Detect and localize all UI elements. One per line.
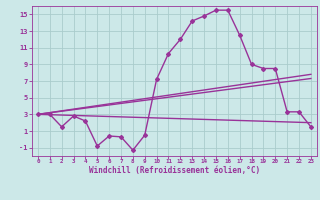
X-axis label: Windchill (Refroidissement éolien,°C): Windchill (Refroidissement éolien,°C): [89, 166, 260, 175]
